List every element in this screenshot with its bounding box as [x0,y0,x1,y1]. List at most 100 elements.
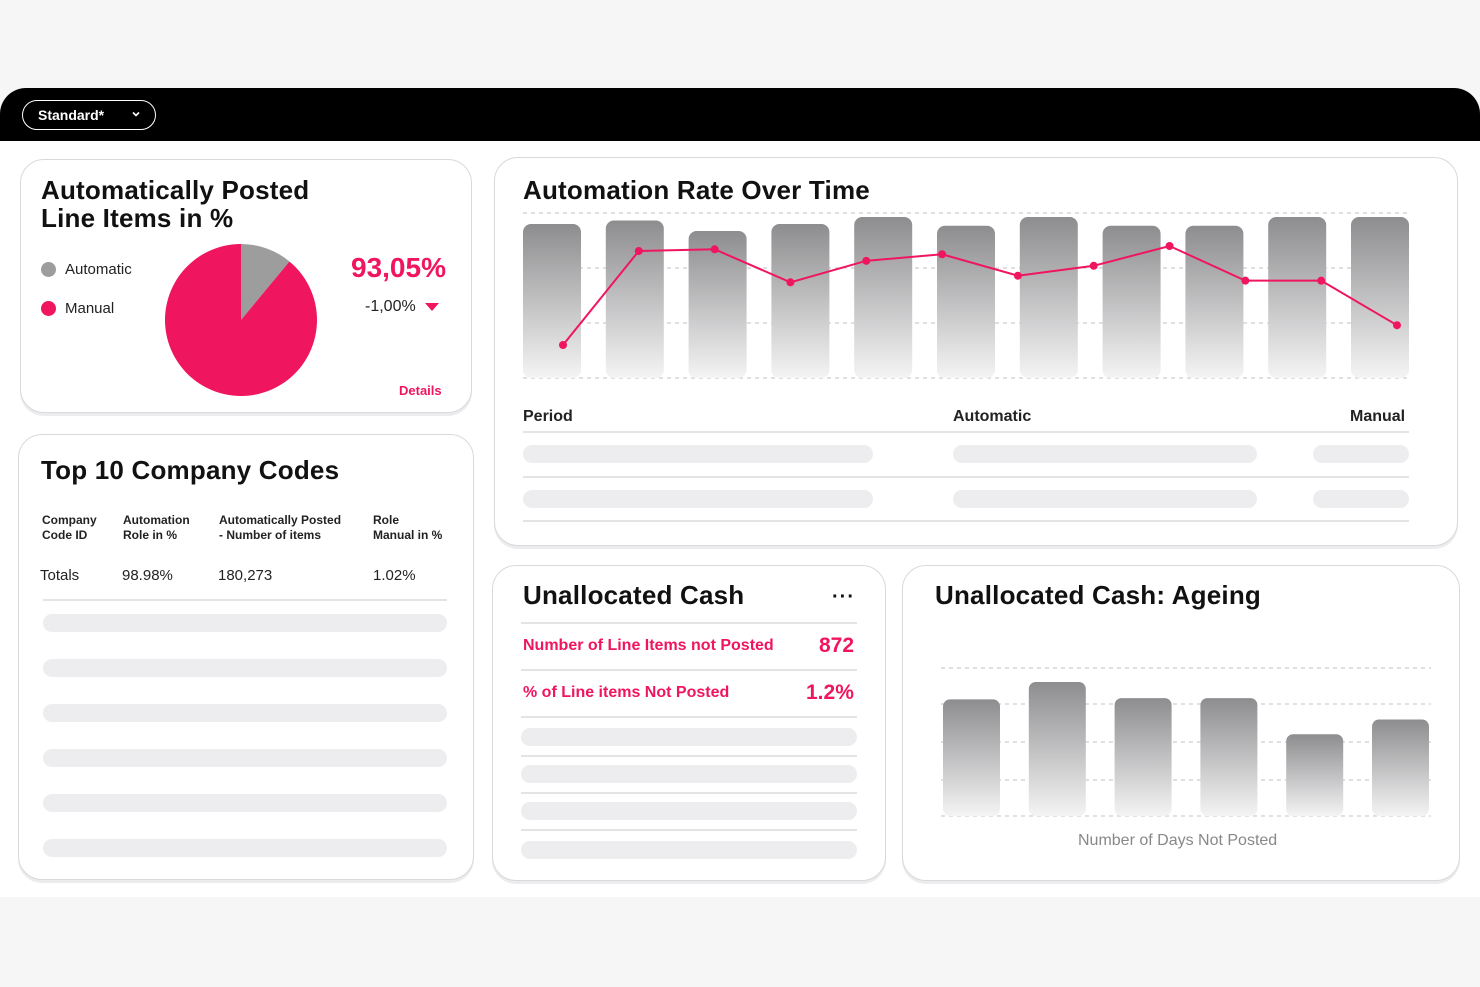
table-cell [953,490,1257,508]
divider [521,829,857,831]
bar [1185,225,1244,378]
list-item [521,841,857,859]
legend-label: Automatic [65,261,132,278]
kpi-delta: -1,00% [365,298,439,316]
divider [521,792,857,794]
table-row [43,794,447,812]
bar [688,231,747,378]
divider [521,716,857,718]
table-row [43,614,447,632]
metric-label: % of Line items Not Posted [523,684,730,701]
automation-rate-card: Automation Rate Over Time Period Automat… [494,157,1458,546]
bar [1372,719,1429,816]
automation-pie-chart [165,244,317,396]
line-point [710,245,719,254]
pie-slice-automatic [241,244,290,320]
card-title: Automation Rate Over Time [523,175,870,205]
ageing-card: Unallocated Cash: Ageing Number of Days … [902,565,1460,881]
column-header-period: Period [523,408,573,425]
title-line-1: Automatically Posted [41,175,310,205]
bar [1102,225,1161,378]
top-toolbar [0,88,1480,142]
divider [43,599,447,601]
list-item [521,765,857,783]
line-point [938,250,947,259]
legend-swatch-manual [41,301,56,316]
column-header: Role Manual in % [373,513,443,542]
automatically-posted-card: Automatically Posted Line Items in % Aut… [20,159,472,413]
view-selector-dropdown[interactable]: Standard* [22,100,156,130]
line-point [559,341,567,349]
table-row [43,749,447,767]
line-point [862,256,871,265]
line-point [786,278,795,287]
line-point [1013,271,1022,280]
table-cell [953,445,1257,463]
totals-manual-rate: 1.02% [373,567,416,584]
divider [523,476,1409,478]
list-item [521,802,857,820]
company-codes-card: Top 10 Company Codes Company Code ID Aut… [18,434,474,880]
divider [521,669,857,671]
trend-down-icon [424,303,439,311]
totals-label: Totals [40,567,80,584]
table-cell [1313,490,1409,508]
kpi-value: 93,05% [351,252,446,283]
line-point [1317,276,1326,285]
table-cell [1313,445,1409,463]
bar [1114,698,1172,816]
column-header: Automation Role in % [123,513,190,542]
legend-item-manual: Manual [41,300,114,317]
column-header: Automatically Posted - Number of items [219,513,342,542]
legend-item-automatic: Automatic [41,261,132,278]
table-row [43,704,447,722]
card-title: Unallocated Cash: Ageing [935,580,1261,610]
divider [523,520,1409,522]
bar [523,224,581,378]
divider [521,755,857,757]
bar [1351,217,1409,378]
card-title: Top 10 Company Codes [41,455,340,485]
bar [1200,698,1258,816]
metric-value: 1.2% [806,681,854,704]
x-axis-label: Number of Days Not Posted [1078,832,1278,849]
column-header-manual: Manual [1350,408,1406,425]
table-cell [523,445,873,463]
line-point [634,246,643,255]
chevron-down-icon [132,111,140,117]
table-row [43,659,447,677]
table-row [43,839,447,857]
column-header: Company Code ID [42,513,97,542]
ageing-bar-chart [941,667,1431,817]
card-title: Automatically Posted Line Items in % [41,176,309,232]
divider [521,622,857,624]
bar [1019,217,1078,378]
divider [523,431,1409,433]
card-title: Unallocated Cash [523,580,745,610]
totals-automation-rate: 98.98% [122,567,173,584]
bar [771,224,830,378]
line-point [1241,276,1250,285]
line-point [1089,261,1098,270]
line-point [1165,242,1174,250]
title-line-2: Line Items in % [41,203,234,233]
details-link[interactable]: Details [399,383,442,398]
automation-rate-chart [523,212,1409,379]
more-options-button[interactable]: ··· [832,586,855,608]
pie-slice-manual [165,244,317,396]
legend-label: Manual [65,300,115,317]
bar [854,217,913,378]
manual-rate-line [562,244,1398,346]
view-selector-label: Standard* [38,107,105,123]
metric-label: Number of Line Items not Posted [523,637,774,654]
bar [605,220,664,378]
unallocated-cash-card: Unallocated Cash ··· Number of Line Item… [492,565,886,881]
bar [943,699,1000,816]
bar [1268,217,1327,378]
kpi-delta-text: -1,00% [365,298,416,315]
metric-value: 872 [819,634,855,657]
bar [937,225,995,378]
list-item [521,728,857,746]
line-point [1393,321,1401,330]
bar [1028,682,1086,816]
